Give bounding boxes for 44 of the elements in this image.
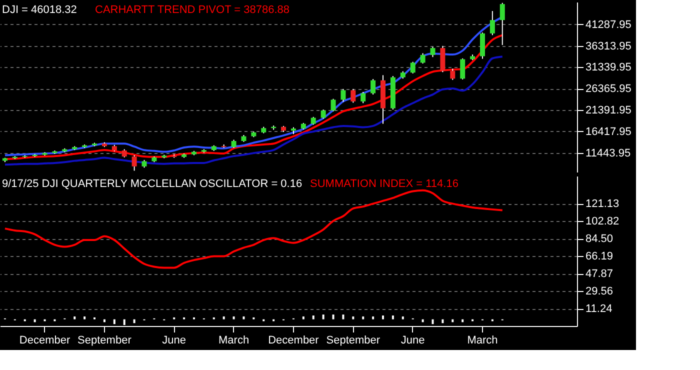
candlestick xyxy=(132,154,137,172)
y-tick-label: 66.19 xyxy=(586,250,614,263)
candlestick xyxy=(500,2,505,46)
annotation: SUMMATION INDEX = 114.16 xyxy=(310,178,458,190)
y-tick-label: 41287.95 xyxy=(586,18,632,31)
x-tick-label: December xyxy=(268,334,320,346)
annotation: 9/17/25 DJI QUARTERLY MCCLELLAN OSCILLATOR = 0.16 xyxy=(2,178,302,190)
y-tick-label: 31339.95 xyxy=(586,62,632,74)
candlestick xyxy=(430,46,436,58)
candlestick xyxy=(460,58,466,80)
y-tick-label: 21391.95 xyxy=(586,104,632,117)
y-tick-label: 26365.95 xyxy=(586,83,632,96)
candlestick xyxy=(320,109,326,120)
line-series xyxy=(4,56,504,166)
x-tick-label: June xyxy=(162,334,186,346)
x-tick-label: March xyxy=(467,334,498,346)
x-tick-label: September xyxy=(78,334,132,346)
candlestick xyxy=(480,32,485,60)
x-tick-label: March xyxy=(218,334,250,346)
x-tick-label: June xyxy=(400,334,425,346)
candlestick xyxy=(360,91,366,104)
y-tick-label: 47.87 xyxy=(586,268,614,280)
candlestick xyxy=(490,10,495,36)
y-tick-label: 11443.95 xyxy=(586,147,631,160)
y-tick-label: 16417.95 xyxy=(586,126,632,138)
candlestick xyxy=(370,78,376,96)
x-tick-label: September xyxy=(326,334,380,346)
y-tick-label: 11.24 xyxy=(586,303,612,316)
candlestick xyxy=(440,45,446,73)
y-tick-label: 84.50 xyxy=(586,233,614,246)
candlestick xyxy=(410,61,416,74)
annotation: DJI = 46018.32 xyxy=(2,4,77,16)
y-tick-label: 29.56 xyxy=(586,286,614,298)
candlestick xyxy=(450,68,456,80)
y-tick-label: 102.82 xyxy=(586,216,620,228)
y-tick-label: 121.13 xyxy=(586,198,620,210)
annotation: CARHARTT TREND PIVOT = 38786.88 xyxy=(95,4,290,16)
candlestick xyxy=(350,88,356,104)
y-tick-label: 36313.95 xyxy=(586,40,632,52)
line-series xyxy=(4,189,504,269)
x-tick-label: December xyxy=(19,334,70,346)
candlestick xyxy=(420,52,426,64)
candlestick xyxy=(330,98,336,112)
candlestick xyxy=(340,88,346,102)
